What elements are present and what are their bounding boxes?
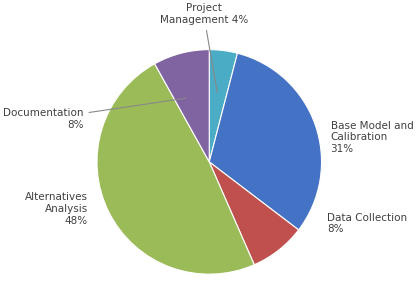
Text: Project
Management 4%: Project Management 4% [160, 3, 248, 92]
Text: Alternatives
Analysis
48%: Alternatives Analysis 48% [25, 192, 88, 226]
Wedge shape [155, 50, 209, 162]
Wedge shape [209, 162, 299, 265]
Wedge shape [97, 64, 254, 274]
Wedge shape [209, 50, 237, 162]
Text: Data Collection
8%: Data Collection 8% [327, 213, 407, 235]
Wedge shape [209, 53, 322, 230]
Text: Documentation
8%: Documentation 8% [3, 98, 186, 130]
Text: Base Model and
Calibration
31%: Base Model and Calibration 31% [331, 120, 413, 154]
